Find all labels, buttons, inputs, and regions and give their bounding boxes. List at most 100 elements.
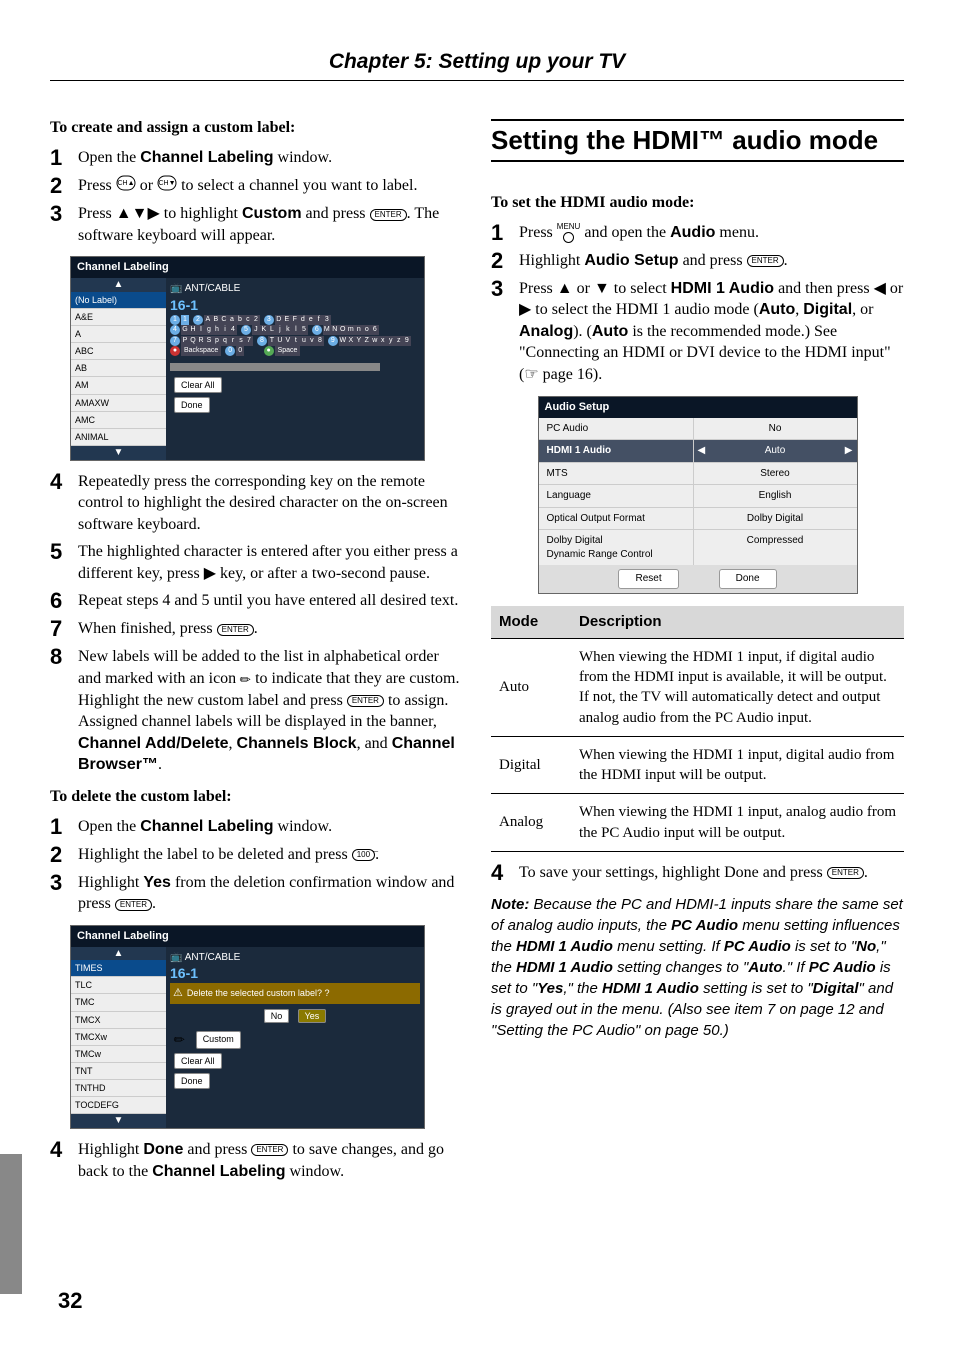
left-column: To create and assign a custom label: 1 O… bbox=[50, 111, 463, 1192]
list-item: AM bbox=[71, 377, 166, 394]
text: , or bbox=[852, 301, 873, 318]
channel-num: 16-1 bbox=[170, 964, 420, 983]
button: Custom bbox=[196, 1031, 241, 1049]
value: Auto bbox=[765, 445, 786, 456]
label: MTS bbox=[539, 463, 694, 485]
text: and open the bbox=[580, 224, 670, 241]
enter-icon: ENTER bbox=[370, 209, 407, 221]
value: Compressed bbox=[694, 530, 857, 565]
bold: Custom bbox=[242, 205, 302, 222]
text: to select a channel you want to label. bbox=[181, 177, 417, 194]
enter-icon: ENTER bbox=[217, 624, 254, 636]
td: When viewing the HDMI 1 input, if digita… bbox=[571, 638, 904, 736]
osd-title: Audio Setup bbox=[539, 397, 857, 418]
text: Backspace bbox=[181, 346, 221, 356]
text: . bbox=[158, 756, 162, 773]
th: Description bbox=[571, 606, 904, 639]
bold: Digital bbox=[813, 980, 859, 997]
text: window. bbox=[274, 149, 333, 166]
bold: Channel Labeling bbox=[140, 818, 273, 835]
list-item: TOCDEFG bbox=[71, 1097, 166, 1114]
recall-icon: 100 bbox=[352, 849, 375, 862]
step-num: 1 bbox=[491, 222, 509, 244]
channel-num: 16-1 bbox=[170, 296, 420, 315]
step-num: 3 bbox=[50, 203, 68, 225]
text: When finished, press bbox=[78, 620, 217, 637]
text: Highlight bbox=[78, 1141, 143, 1158]
button: Reset bbox=[618, 569, 678, 589]
step-num: 2 bbox=[50, 844, 68, 866]
rule bbox=[50, 80, 904, 81]
list-item: ABC bbox=[71, 343, 166, 360]
text: setting changes to " bbox=[613, 959, 748, 976]
list-item: AB bbox=[71, 360, 166, 377]
text: or bbox=[140, 177, 157, 194]
keyboard: 11 2ABCabc2 3DEFdef3 4GHIghi4 5JKLjkl5 6… bbox=[170, 315, 420, 357]
bold: No bbox=[856, 938, 876, 955]
text: setting is set to " bbox=[699, 980, 813, 997]
bold: PC Audio bbox=[724, 938, 791, 955]
bold: Auto bbox=[748, 959, 782, 976]
text: . bbox=[784, 252, 788, 269]
bold: Channel Labeling bbox=[152, 1163, 285, 1180]
delete-heading: To delete the custom label: bbox=[50, 786, 463, 808]
create-heading: To create and assign a custom label: bbox=[50, 117, 463, 139]
enter-icon: ENTER bbox=[251, 1144, 288, 1156]
step-num: 2 bbox=[50, 175, 68, 197]
enter-icon: ENTER bbox=[827, 867, 864, 879]
bold: Auto bbox=[759, 301, 795, 318]
text: Assigned channel labels will be displaye… bbox=[78, 713, 437, 730]
list-item: (No Label) bbox=[71, 292, 166, 309]
note: Note: Because the PC and HDMI-1 inputs s… bbox=[491, 894, 904, 1041]
text: and press bbox=[679, 252, 747, 269]
bold: Done bbox=[143, 1141, 183, 1158]
text: Press bbox=[78, 177, 116, 194]
section-title: Setting the HDMI™ audio mode bbox=[491, 119, 904, 162]
text: Highlight bbox=[519, 252, 584, 269]
svg-text:CH▼: CH▼ bbox=[159, 180, 176, 187]
list-item: AMAXW bbox=[71, 395, 166, 412]
text: Press ▲ or ▼ to select bbox=[519, 280, 671, 297]
osd-delete-confirm: Channel Labeling ▲ TIMES TLC TMC TMCX TM… bbox=[70, 925, 425, 1129]
text: Space bbox=[275, 346, 301, 356]
enter-icon: ENTER bbox=[747, 255, 784, 267]
text: Repeat steps 4 and 5 until you have ente… bbox=[78, 590, 463, 612]
label: PC Audio bbox=[539, 418, 694, 440]
th: Mode bbox=[491, 606, 571, 639]
enter-icon: ENTER bbox=[347, 695, 384, 707]
bold: HDMI 1 Audio bbox=[602, 980, 699, 997]
step-num: 4 bbox=[50, 471, 68, 493]
bold: Yes bbox=[143, 874, 171, 891]
text: window. bbox=[286, 1163, 345, 1180]
text: The highlighted character is entered aft… bbox=[78, 541, 463, 584]
text: to assign. bbox=[384, 692, 448, 709]
tab-marker bbox=[0, 1154, 22, 1294]
svg-text:CH▲: CH▲ bbox=[117, 180, 134, 187]
value: Dolby Digital bbox=[694, 508, 857, 530]
text: Open the bbox=[78, 149, 140, 166]
text: window. bbox=[274, 818, 333, 835]
step-num: 2 bbox=[491, 250, 509, 272]
td: When viewing the HDMI 1 input, digital a… bbox=[571, 736, 904, 794]
label: HDMI 1 Audio bbox=[539, 440, 694, 462]
step-num: 1 bbox=[50, 147, 68, 169]
text: To save your settings, highlight Done an… bbox=[519, 864, 827, 881]
bold: Audio bbox=[670, 224, 715, 241]
step-num: 3 bbox=[50, 872, 68, 894]
text: and press bbox=[183, 1141, 251, 1158]
list-item: TMCX bbox=[71, 1012, 166, 1029]
osd-title: Channel Labeling bbox=[71, 257, 424, 278]
step-num: 3 bbox=[491, 278, 509, 300]
text: Press ▲▼▶ to highlight bbox=[78, 205, 242, 222]
bold: Digital bbox=[803, 301, 852, 318]
text: ANT/CABLE bbox=[185, 952, 241, 963]
page-number: 32 bbox=[58, 1288, 82, 1314]
bold: Audio Setup bbox=[584, 252, 678, 269]
td: Digital bbox=[491, 736, 571, 794]
label: Optical Output Format bbox=[539, 508, 694, 530]
bold: PC Audio bbox=[671, 917, 738, 934]
step-num: 5 bbox=[50, 541, 68, 563]
text: Delete the selected custom label? ? bbox=[187, 987, 330, 999]
mode-table: ModeDescription AutoWhen viewing the HDM… bbox=[491, 606, 904, 852]
bold: PC Audio bbox=[809, 959, 876, 976]
